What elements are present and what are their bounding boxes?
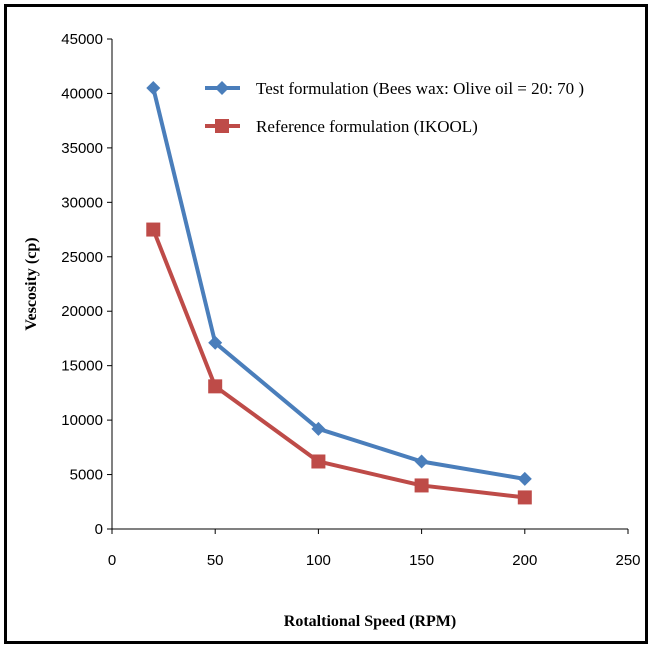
x-tick-label: 100 xyxy=(306,552,331,569)
data-point xyxy=(311,454,326,469)
x-tick-label: 200 xyxy=(512,552,537,569)
legend-item: Test formulation (Bees wax: Olive oil = … xyxy=(205,79,584,98)
y-tick-label: 40000 xyxy=(61,85,103,102)
data-point xyxy=(146,222,161,237)
series-line xyxy=(151,87,526,481)
x-axis-title: Rotaltional Speed (RPM) xyxy=(284,613,456,630)
x-tick-label: 50 xyxy=(207,552,224,569)
y-tick-label: 0 xyxy=(95,521,103,538)
series-line xyxy=(151,228,526,500)
data-point xyxy=(208,379,223,394)
data-point xyxy=(208,335,223,350)
legend: Test formulation (Bees wax: Olive oil = … xyxy=(205,79,584,136)
x-tick-label: 150 xyxy=(409,552,434,569)
data-point xyxy=(414,454,429,469)
data-point xyxy=(517,471,532,486)
axes xyxy=(111,39,628,530)
legend-label: Test formulation (Bees wax: Olive oil = … xyxy=(256,79,584,98)
y-tick-label: 20000 xyxy=(61,303,103,320)
series-layer xyxy=(146,81,532,505)
y-tick-label: 25000 xyxy=(61,249,103,266)
y-tick-label: 35000 xyxy=(61,140,103,157)
data-point xyxy=(146,81,161,95)
y-tick-label: 30000 xyxy=(61,194,103,211)
series-1 xyxy=(146,81,532,486)
data-point xyxy=(414,478,429,493)
data-point xyxy=(311,421,326,436)
y-tick-label: 5000 xyxy=(70,467,103,484)
x-tick-label: 0 xyxy=(108,552,116,569)
legend-marker xyxy=(215,81,229,95)
x-tick-group: 0 50 100 150 200 250 xyxy=(108,529,641,569)
y-tick-group: 0 5000 10000 15000 20000 25000 30000 35000 40000… xyxy=(61,31,112,538)
legend-marker xyxy=(215,119,229,133)
series-2 xyxy=(146,222,532,505)
y-tick-label: 10000 xyxy=(61,412,103,429)
y-axis-title: Vescosity (cp) xyxy=(23,237,40,330)
legend-label: Reference formulation (IKOOL) xyxy=(256,117,478,136)
data-point xyxy=(517,490,532,505)
x-tick-label: 250 xyxy=(615,552,640,569)
legend-item: Reference formulation (IKOOL) xyxy=(205,117,478,136)
y-tick-label: 15000 xyxy=(61,358,103,375)
chart-frame xyxy=(4,4,648,644)
y-tick-label: 45000 xyxy=(61,31,103,48)
